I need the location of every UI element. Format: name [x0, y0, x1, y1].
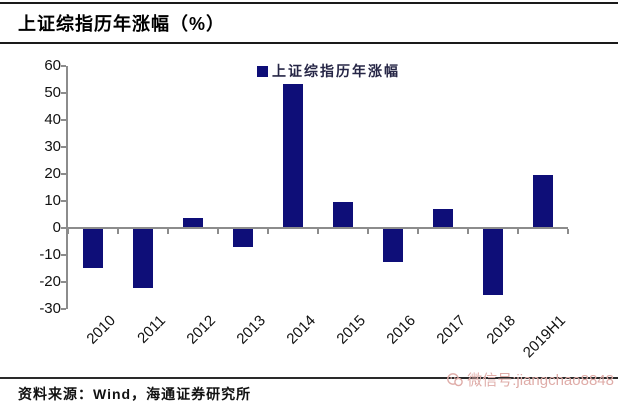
x-axis-tick	[467, 229, 469, 234]
bar-2010	[83, 229, 103, 268]
footer-rule	[0, 377, 618, 379]
x-axis-tick	[217, 229, 219, 234]
y-axis-label: 40	[44, 111, 61, 128]
watermark: 微信号:jiangchao8848	[446, 369, 614, 390]
source-text: 资料来源：Wind，海通证券研究所	[18, 386, 252, 402]
y-axis-tick	[61, 308, 66, 310]
watermark-text: 微信号:jiangchao8848	[467, 372, 614, 389]
y-axis-tick	[61, 227, 66, 229]
y-axis-tick	[61, 173, 66, 175]
bar-2016	[383, 229, 403, 263]
x-axis-tick	[317, 229, 319, 234]
bar-2011	[133, 229, 153, 288]
chart-legend: 上证综指历年涨幅	[257, 61, 400, 81]
y-axis-label: 20	[44, 165, 61, 182]
x-axis-tick	[567, 229, 569, 234]
header-rule	[0, 42, 618, 44]
y-axis-label: 10	[44, 192, 61, 209]
bar-2013	[233, 229, 253, 248]
bar-2018	[483, 229, 503, 296]
bar-2015	[333, 201, 353, 227]
y-axis-tick	[61, 200, 66, 202]
y-axis-tick	[61, 119, 66, 121]
bar-2014	[283, 84, 303, 227]
bar-2017	[433, 209, 453, 227]
y-axis-label: 0	[52, 219, 61, 236]
bar-chart-plot: 60 50 40 30 20 10 0 -10 -20 -30 2010 2011 2012 2013 20…	[39, 57, 569, 362]
top-rule	[0, 2, 618, 4]
x-axis-tick	[267, 229, 269, 234]
x-axis-tick	[517, 229, 519, 234]
wechat-icon	[446, 372, 464, 388]
x-axis-tick	[117, 229, 119, 234]
x-axis-tick	[417, 229, 419, 234]
y-axis-label: -10	[39, 246, 61, 263]
x-axis-tick	[167, 229, 169, 234]
y-axis-label: 50	[44, 84, 61, 101]
y-axis-label: -20	[39, 273, 61, 290]
y-axis-tick	[61, 146, 66, 148]
y-axis-tick	[61, 281, 66, 283]
y-axis-tick	[61, 254, 66, 256]
x-axis-tick	[367, 229, 369, 234]
bar-2012	[183, 218, 203, 227]
y-axis-label: 60	[44, 57, 61, 74]
legend-label: 上证综指历年涨幅	[272, 63, 400, 79]
y-axis-tick	[61, 65, 66, 67]
bar-2019H1	[533, 174, 553, 227]
y-axis-label: 30	[44, 138, 61, 155]
y-axis-line	[66, 66, 68, 309]
page-title: 上证综指历年涨幅（%）	[18, 14, 226, 34]
x-axis-line	[68, 227, 568, 229]
legend-swatch	[257, 65, 268, 77]
x-axis-tick	[67, 229, 69, 234]
y-axis-label: -30	[39, 300, 61, 317]
y-axis-tick	[61, 92, 66, 94]
